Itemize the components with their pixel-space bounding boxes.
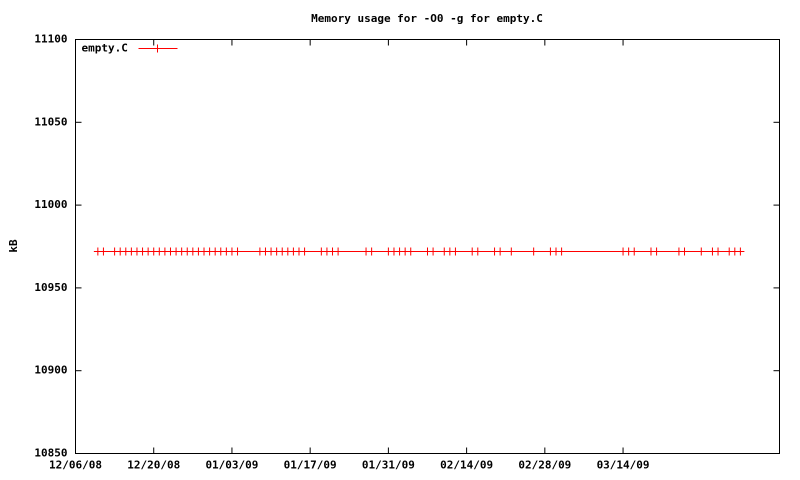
data-point — [429, 247, 438, 256]
y-tick-label: 11100 — [34, 33, 67, 46]
y-tick-label: 10900 — [34, 364, 67, 377]
y-tick-label: 11000 — [34, 198, 67, 211]
y-tick-label: 10850 — [34, 447, 67, 460]
legend-swatch — [138, 44, 178, 53]
data-point — [367, 247, 376, 256]
data-point — [451, 247, 460, 256]
x-tick-label: 03/14/09 — [597, 459, 650, 472]
x-tick-label: 12/20/08 — [127, 459, 180, 472]
data-point — [630, 247, 639, 256]
x-tick-label: 12/06/08 — [49, 459, 102, 472]
x-tick-label: 02/14/09 — [440, 459, 493, 472]
data-point — [680, 247, 689, 256]
data-point — [406, 247, 415, 256]
data-point — [736, 247, 745, 256]
data-point — [496, 247, 505, 256]
y-tick-label: 11050 — [34, 115, 67, 128]
legend-label: empty.C — [82, 42, 128, 55]
data-point — [652, 247, 661, 256]
data-point — [507, 247, 516, 256]
data-point — [233, 247, 242, 256]
data-point — [697, 247, 706, 256]
data-point — [529, 247, 538, 256]
chart-title: Memory usage for -O0 -g for empty.C — [311, 12, 543, 25]
data-point — [557, 247, 566, 256]
plot-frame — [75, 39, 780, 454]
data-point — [300, 247, 309, 256]
x-tick-label: 01/03/09 — [205, 459, 258, 472]
x-tick-label: 01/17/09 — [284, 459, 337, 472]
data-point — [334, 247, 343, 256]
y-axis-label: kB — [7, 239, 20, 253]
data-point — [714, 247, 723, 256]
data-point — [473, 247, 482, 256]
data-point — [99, 247, 108, 256]
x-tick-label: 01/31/09 — [362, 459, 415, 472]
y-tick-label: 10950 — [34, 281, 67, 294]
x-tick-label: 02/28/09 — [518, 459, 571, 472]
